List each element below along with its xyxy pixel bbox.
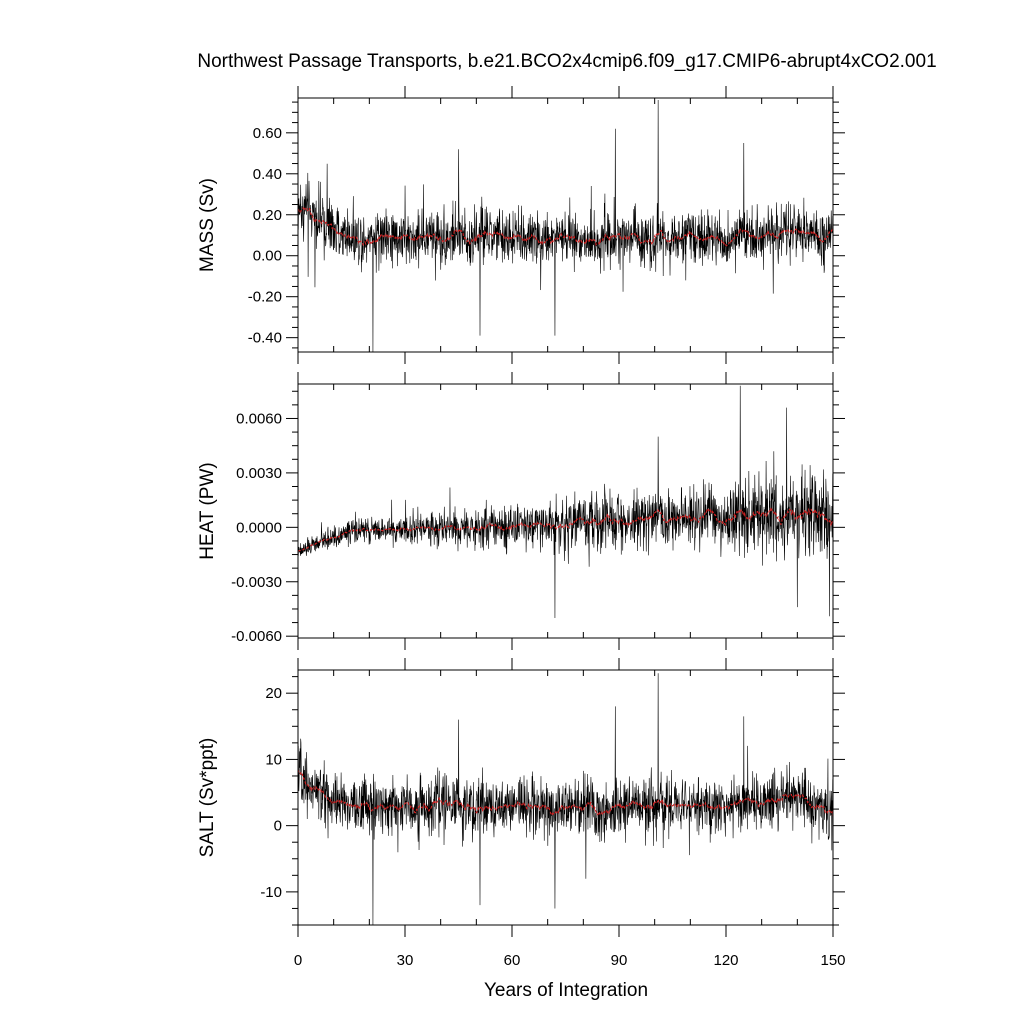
y-tick-label: 0.0060 — [236, 410, 282, 427]
mass-panel: -0.40 -0.20 0.00 0.20 0.40 0.60 MASS (Sv) — [197, 86, 845, 364]
plot-frame — [297, 669, 834, 926]
raw-series-line — [298, 673, 833, 925]
heat-panel: -0.0060 -0.0030 0.0000 0.0030 0.0060 HEAT (PW… — [197, 372, 845, 650]
y-tick-label: -0.0030 — [231, 574, 282, 591]
x-tick-label: 30 — [397, 952, 414, 969]
x-axis-label: Years of Integration — [484, 980, 648, 1001]
y-axis-label: SALT (Sv*ppt) — [197, 738, 218, 858]
y-tick-label: 0.0000 — [236, 519, 282, 536]
y-tick-label: 0.20 — [253, 207, 282, 224]
x-tick-label: 150 — [820, 952, 845, 969]
x-tick-label: 120 — [713, 952, 738, 969]
plot-frame — [297, 383, 834, 639]
raw-series-line — [298, 385, 833, 619]
chart-title: Northwest Passage Transports, b.e21.BCO2… — [197, 51, 936, 72]
y-tick-label: 10 — [265, 751, 282, 768]
y-tick-label: -0.40 — [248, 330, 282, 347]
y-tick-label: 0.00 — [253, 248, 282, 265]
x-tick-label: 60 — [504, 952, 521, 969]
y-tick-label: 0.60 — [253, 125, 282, 142]
smoothed-series-line — [298, 769, 833, 817]
y-tick-label: 0.0030 — [236, 465, 282, 482]
y-tick-label: -0.0060 — [231, 628, 282, 645]
y-axis-label: MASS (Sv) — [197, 178, 218, 272]
y-tick-label: 0.40 — [253, 166, 282, 183]
y-tick-label: 0 — [274, 818, 282, 835]
x-tick-label: 0 — [294, 952, 302, 969]
salt-panel: -10 0 10 20 SALT (Sv*ppt) 0 30 60 90 120 150 — [197, 658, 846, 969]
y-tick-label: 20 — [265, 685, 282, 702]
raw-series-line — [298, 100, 833, 352]
y-tick-label: -10 — [260, 884, 282, 901]
x-tick-label: 90 — [611, 952, 628, 969]
smoothed-series-line — [298, 507, 833, 552]
y-tick-label: -0.20 — [248, 289, 282, 306]
y-axis-label: HEAT (PW) — [197, 462, 218, 559]
